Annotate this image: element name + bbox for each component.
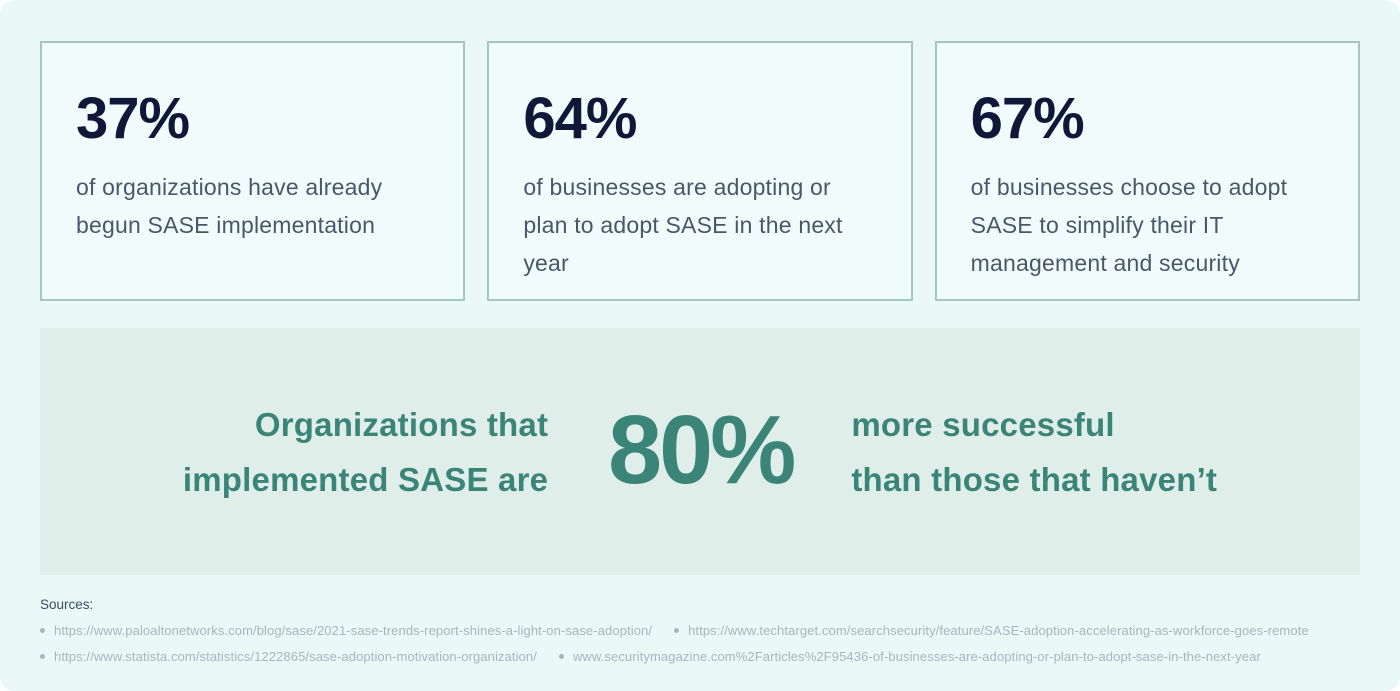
source-item: https://www.statista.com/statistics/1222… (40, 649, 537, 664)
stat-card-implementation: 37% of organizations have already begun … (40, 41, 466, 301)
highlight-banner: Organizations that implemented SASE are … (40, 328, 1360, 575)
sources-section: Sources: https://www.paloaltonetworks.co… (40, 597, 1360, 664)
source-link-securitymagazine: www.securitymagazine.com%2Farticles%2F95… (572, 649, 1261, 664)
bullet-icon (40, 628, 45, 633)
highlight-lead-text: Organizations that implemented SASE are (183, 397, 548, 507)
source-link-techtarget: https://www.techtarget.com/searchsecurit… (688, 623, 1309, 638)
stat-description: of businesses are adopting or plan to ad… (523, 174, 843, 276)
source-item: www.securitymagazine.com%2Farticles%2F95… (558, 649, 1261, 664)
source-row-1: https://www.paloaltonetworks.com/blog/sa… (40, 623, 1360, 638)
highlight-value: 80% (608, 394, 796, 504)
highlight-lead-line2: implemented SASE are (182, 460, 549, 498)
highlight-trail-line1: more successful (851, 405, 1115, 443)
highlight-trail-text: more successful than those that haven’t (851, 397, 1217, 507)
highlight-trail-line2: than those that haven’t (851, 460, 1218, 498)
stat-card-adoption-plan: 64% of businesses are adopting or plan t… (487, 41, 913, 301)
source-link-statista: https://www.statista.com/statistics/1222… (54, 649, 537, 664)
source-link-paloaltonetworks: https://www.paloaltonetworks.com/blog/sa… (54, 623, 653, 638)
bullet-icon (558, 654, 564, 659)
bullet-icon (40, 654, 45, 659)
stat-description: of businesses choose to adopt SASE to si… (970, 174, 1288, 276)
source-row-2: https://www.statista.com/statistics/1222… (40, 649, 1360, 664)
stat-value: 37% (76, 86, 190, 151)
stat-card-simplify-it: 67% of businesses choose to adopt SASE t… (934, 41, 1360, 301)
stat-cards-row: 37% of organizations have already begun … (40, 41, 1360, 301)
highlight-lead-line1: Organizations that (254, 405, 549, 443)
stat-value: 67% (970, 86, 1085, 151)
stat-value: 64% (523, 86, 637, 151)
source-item: https://www.paloaltonetworks.com/blog/sa… (40, 623, 652, 638)
source-item: https://www.techtarget.com/searchsecurit… (674, 623, 1309, 638)
bullet-icon (674, 628, 680, 633)
sources-label: Sources: (40, 597, 94, 612)
stat-description: of organizations have already begun SASE… (76, 174, 383, 238)
